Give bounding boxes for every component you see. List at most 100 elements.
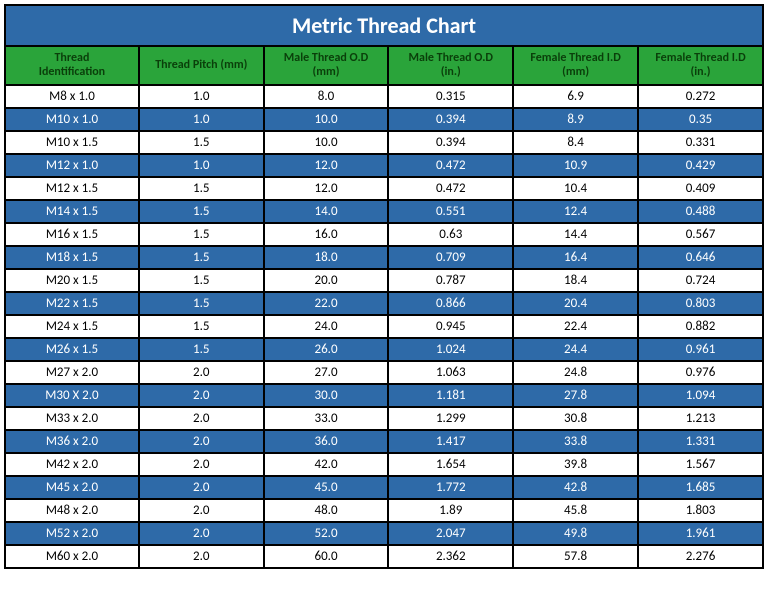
table-cell: 8.4	[513, 131, 638, 154]
table-cell: 0.567	[638, 223, 763, 246]
table-cell: 0.803	[638, 292, 763, 315]
table-row: M10 x 1.01.010.00.3948.90.35	[5, 108, 763, 131]
table-cell: 10.9	[513, 154, 638, 177]
table-row: M14 x 1.51.514.00.55112.40.488	[5, 200, 763, 223]
header-male-od-mm: Male Thread O.D (mm)	[264, 46, 389, 85]
header-line1: Male Thread O.D	[284, 51, 368, 65]
table-cell: 16.4	[513, 246, 638, 269]
table-cell: 0.394	[388, 108, 513, 131]
table-row: M24 x 1.51.524.00.94522.40.882	[5, 315, 763, 338]
table-cell: 1.5	[139, 315, 264, 338]
table-cell: 0.472	[388, 154, 513, 177]
table-cell: 48.0	[264, 499, 389, 522]
table-row: M60 x 2.02.060.02.36257.82.276	[5, 545, 763, 568]
table-cell: 0.882	[638, 315, 763, 338]
table-cell: 2.276	[638, 545, 763, 568]
table-cell: 0.866	[388, 292, 513, 315]
table-cell: 1.5	[139, 223, 264, 246]
table-row: M30 X 2.02.030.01.18127.81.094	[5, 384, 763, 407]
table-cell: 0.429	[638, 154, 763, 177]
metric-thread-chart: Metric Thread Chart Thread Identificatio…	[4, 4, 764, 569]
table-cell: M10 x 1.0	[5, 108, 139, 131]
header-line2: (mm)	[313, 65, 340, 79]
table-row: M42 x 2.02.042.01.65439.81.567	[5, 453, 763, 476]
table-row: M22 x 1.51.522.00.86620.40.803	[5, 292, 763, 315]
table-cell: 1.094	[638, 384, 763, 407]
table-row: M52 x 2.02.052.02.04749.81.961	[5, 522, 763, 545]
header-line2: Identification	[39, 65, 105, 79]
table-cell: M33 x 2.0	[5, 407, 139, 430]
table-cell: M20 x 1.5	[5, 269, 139, 292]
header-pitch: Thread Pitch (mm)	[139, 46, 264, 85]
table-cell: 10.0	[264, 131, 389, 154]
table-row: M18 x 1.51.518.00.70916.40.646	[5, 246, 763, 269]
table-cell: 45.0	[264, 476, 389, 499]
table-cell: M60 x 2.0	[5, 545, 139, 568]
data-body: M8 x 1.01.08.00.3156.90.272M10 x 1.01.01…	[5, 85, 763, 568]
header-line1: Thread	[54, 51, 89, 65]
table-cell: M42 x 2.0	[5, 453, 139, 476]
table-cell: 24.0	[264, 315, 389, 338]
table-cell: 1.5	[139, 177, 264, 200]
table-cell: 39.8	[513, 453, 638, 476]
table-cell: 0.787	[388, 269, 513, 292]
header-line2: (mm)	[562, 65, 589, 79]
table-cell: 12.0	[264, 154, 389, 177]
header-line1: Male Thread O.D	[409, 51, 493, 65]
table-cell: 1.89	[388, 499, 513, 522]
table-cell: M36 x 2.0	[5, 430, 139, 453]
table-cell: M27 x 2.0	[5, 361, 139, 384]
header-line2: (in.)	[441, 65, 461, 79]
table-cell: 2.362	[388, 545, 513, 568]
table-row: M45 x 2.02.045.01.77242.81.685	[5, 476, 763, 499]
table-cell: 27.8	[513, 384, 638, 407]
table-cell: 0.976	[638, 361, 763, 384]
table-cell: 2.0	[139, 499, 264, 522]
table-cell: M26 x 1.5	[5, 338, 139, 361]
table-cell: M18 x 1.5	[5, 246, 139, 269]
table-cell: 0.945	[388, 315, 513, 338]
table-cell: 0.394	[388, 131, 513, 154]
table-cell: 12.4	[513, 200, 638, 223]
table-cell: 2.0	[139, 545, 264, 568]
table-cell: 18.0	[264, 246, 389, 269]
table-row: M8 x 1.01.08.00.3156.90.272	[5, 85, 763, 108]
table-cell: M52 x 2.0	[5, 522, 139, 545]
table-cell: 2.0	[139, 384, 264, 407]
table-cell: 18.4	[513, 269, 638, 292]
table-cell: 0.331	[638, 131, 763, 154]
table-cell: 2.047	[388, 522, 513, 545]
table-cell: 0.551	[388, 200, 513, 223]
table-cell: 1.685	[638, 476, 763, 499]
table-row: M20 x 1.51.520.00.78718.40.724	[5, 269, 763, 292]
table-cell: 30.0	[264, 384, 389, 407]
table-cell: 2.0	[139, 361, 264, 384]
table-cell: M10 x 1.5	[5, 131, 139, 154]
table-cell: 2.0	[139, 522, 264, 545]
table-cell: 1.567	[638, 453, 763, 476]
table-cell: M22 x 1.5	[5, 292, 139, 315]
table-cell: M48 x 2.0	[5, 499, 139, 522]
table-row: M12 x 1.01.012.00.47210.90.429	[5, 154, 763, 177]
table-cell: 49.8	[513, 522, 638, 545]
table-row: M27 x 2.02.027.01.06324.80.976	[5, 361, 763, 384]
table-cell: 52.0	[264, 522, 389, 545]
table-cell: 1.181	[388, 384, 513, 407]
table-cell: 1.417	[388, 430, 513, 453]
table-cell: 27.0	[264, 361, 389, 384]
table-cell: 1.803	[638, 499, 763, 522]
table-cell: M12 x 1.0	[5, 154, 139, 177]
table-cell: 2.0	[139, 407, 264, 430]
table-cell: 45.8	[513, 499, 638, 522]
table-cell: M45 x 2.0	[5, 476, 139, 499]
table-cell: 2.0	[139, 476, 264, 499]
table-cell: 1.0	[139, 108, 264, 131]
table-cell: 1.5	[139, 338, 264, 361]
table-cell: 24.8	[513, 361, 638, 384]
table-cell: 57.8	[513, 545, 638, 568]
table-cell: 60.0	[264, 545, 389, 568]
table-row: M36 x 2.02.036.01.41733.81.331	[5, 430, 763, 453]
table-cell: 0.709	[388, 246, 513, 269]
table-cell: 14.4	[513, 223, 638, 246]
table-cell: 0.63	[388, 223, 513, 246]
